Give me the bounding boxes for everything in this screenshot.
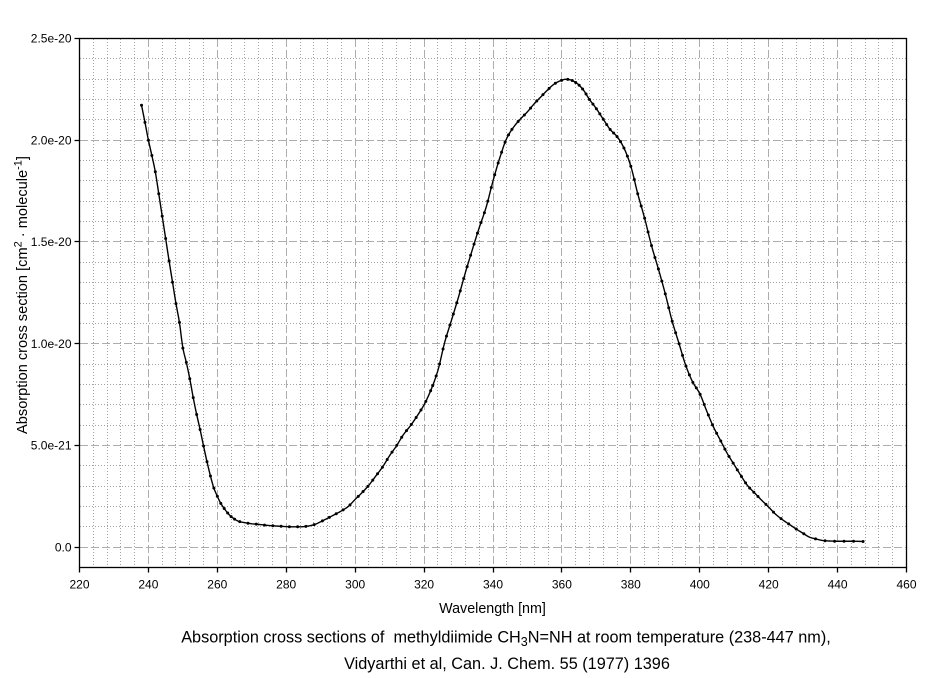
svg-text:400: 400 bbox=[690, 578, 710, 592]
svg-text:Absorption cross sections of: Absorption cross sections of methyldiimi… bbox=[181, 629, 831, 649]
svg-text:2.5e-20: 2.5e-20 bbox=[31, 32, 72, 46]
svg-text:280: 280 bbox=[276, 578, 296, 592]
svg-text:5.0e-21: 5.0e-21 bbox=[31, 439, 72, 453]
svg-text:260: 260 bbox=[207, 578, 227, 592]
svg-text:Absorption cross section [cm2: Absorption cross section [cm2 · molecule… bbox=[13, 156, 32, 434]
svg-text:1.5e-20: 1.5e-20 bbox=[31, 235, 72, 249]
svg-text:0.0: 0.0 bbox=[55, 540, 72, 554]
svg-text:460: 460 bbox=[896, 578, 916, 592]
svg-text:2.0e-20: 2.0e-20 bbox=[31, 133, 72, 147]
svg-text:320: 320 bbox=[414, 578, 434, 592]
svg-text:440: 440 bbox=[828, 578, 848, 592]
svg-text:240: 240 bbox=[138, 578, 158, 592]
svg-text:1.0e-20: 1.0e-20 bbox=[31, 337, 72, 351]
svg-text:Vidyarthi et al, Can. J. Chem.: Vidyarthi et al, Can. J. Chem. 55 (1977)… bbox=[344, 655, 670, 673]
svg-text:220: 220 bbox=[69, 578, 89, 592]
svg-text:360: 360 bbox=[552, 578, 572, 592]
svg-text:Wavelength [nm]: Wavelength [nm] bbox=[439, 601, 546, 617]
svg-text:380: 380 bbox=[621, 578, 641, 592]
svg-text:340: 340 bbox=[483, 578, 503, 592]
svg-text:300: 300 bbox=[345, 578, 365, 592]
svg-text:420: 420 bbox=[759, 578, 779, 592]
